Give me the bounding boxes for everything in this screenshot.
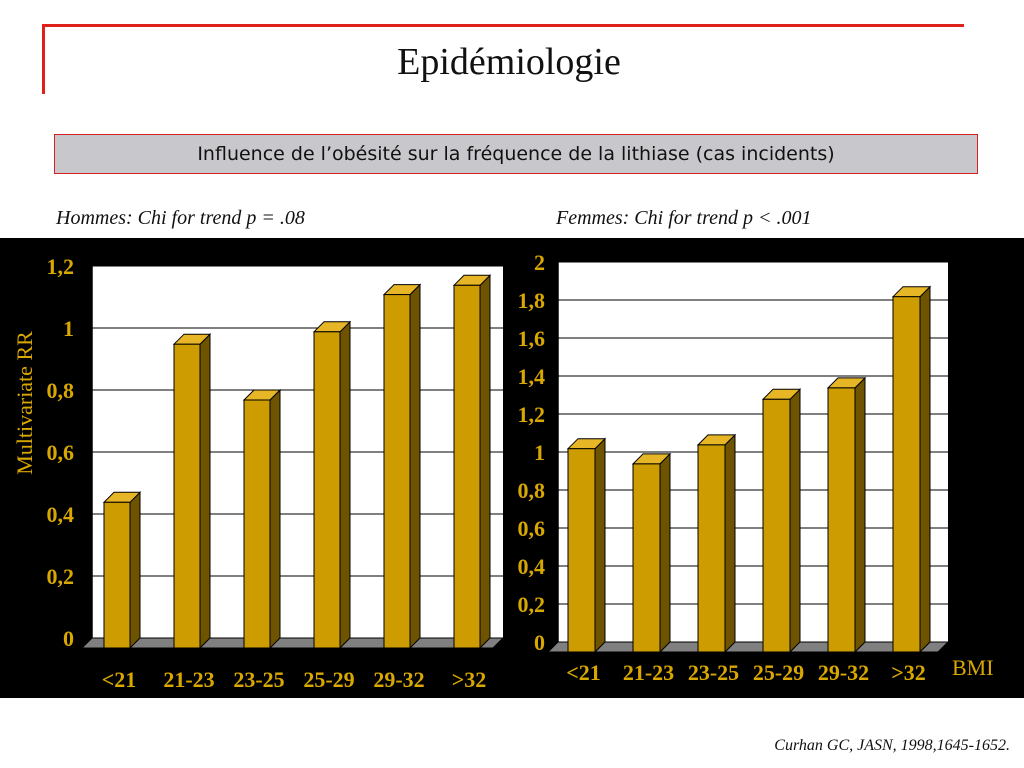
- subtitle-women: Femmes: Chi for trend p < .001: [556, 207, 812, 229]
- men-y-tick-label: 0,6: [47, 440, 75, 465]
- women-y-tick-label: 1: [534, 440, 545, 465]
- women-bar-side: [789, 388, 801, 654]
- men-x-tick-label: 29-32: [373, 667, 424, 692]
- women-x-tick-label: 25-29: [753, 660, 804, 685]
- frame-top-line: [42, 24, 964, 27]
- women-bar-side: [919, 285, 931, 654]
- women-y-tick-label: 0,8: [518, 478, 546, 503]
- women-y-tick-label: 1,8: [518, 288, 546, 313]
- men-y-tick-label: 1: [63, 316, 74, 341]
- men-y-tick-label: 0,2: [47, 564, 75, 589]
- men-bar: [243, 399, 271, 649]
- women-x-tick-label: 23-25: [688, 660, 739, 685]
- women-bar-side: [724, 433, 736, 654]
- chart-men: 0 0,2 0,4 0,6 0,8 1 1,2 <21 21-23 23-25 25-29 29-32…: [47, 254, 505, 692]
- women-y-tick-label: 0,4: [518, 554, 546, 579]
- women-x-tick-label: 29-32: [818, 660, 869, 685]
- men-bar-side: [339, 320, 351, 650]
- banner: Influence de l’obésité sur la fréquence …: [54, 134, 978, 174]
- women-y-tick-label: 1,6: [518, 326, 546, 351]
- women-y-tick-label: 0: [534, 630, 545, 655]
- x-axis-label: BMI: [952, 655, 994, 680]
- women-bar-side: [659, 452, 671, 654]
- men-bar: [103, 501, 131, 649]
- men-x-tick-label: 25-29: [303, 667, 354, 692]
- men-y-tick-label: 0,8: [47, 378, 75, 403]
- women-x-tick-label: <21: [566, 660, 601, 685]
- men-x-tick-label: >32: [452, 667, 487, 692]
- women-bar: [567, 448, 596, 653]
- men-bar: [313, 331, 341, 649]
- women-x-tick-label: 21-23: [623, 660, 674, 685]
- men-x-tick-label: 21-23: [163, 667, 214, 692]
- women-y-tick-label: 2: [534, 250, 545, 275]
- chart-women: 0 0,2 0,4 0,6 0,8 1 1,2 1,4 1,6 1,8 2 <21 21-23 23-25…: [518, 250, 950, 685]
- women-y-tick-label: 0,6: [518, 516, 546, 541]
- women-bar: [827, 387, 856, 653]
- page-title: Epidémiologie: [397, 41, 621, 83]
- y-axis-label-container: Multivariate RR: [8, 238, 42, 568]
- y-axis-label: Multivariate RR: [12, 331, 37, 475]
- women-y-tick-label: 1,2: [518, 402, 546, 427]
- men-x-tick-label: <21: [102, 667, 137, 692]
- women-bar: [892, 296, 921, 653]
- men-bar-side: [129, 491, 141, 650]
- charts-svg: 0 0,2 0,4 0,6 0,8 1 1,2 <21 21-23 23-25 25-29 29-32…: [47, 250, 950, 692]
- women-bar: [632, 463, 661, 653]
- men-bar: [453, 284, 481, 649]
- women-x-tick-label: >32: [891, 660, 926, 685]
- men-floor: [80, 637, 505, 649]
- women-bar: [697, 444, 726, 653]
- women-bar: [762, 398, 791, 653]
- men-y-tick-label: 0,4: [47, 502, 75, 527]
- women-y-tick-label: 0,2: [518, 592, 546, 617]
- men-bar-side: [479, 274, 491, 650]
- men-bar-side: [409, 283, 421, 650]
- men-bar: [383, 294, 411, 649]
- men-bar-side: [199, 332, 211, 650]
- men-bar-side: [269, 388, 281, 650]
- subtitle-men: Hommes: Chi for trend p = .08: [56, 207, 305, 229]
- citation: Curhan GC, JASN, 1998,1645-1652.: [774, 737, 1010, 754]
- frame-left-line: [42, 24, 45, 94]
- men-bar: [173, 343, 201, 649]
- men-y-tick-label: 0: [63, 626, 74, 651]
- men-x-tick-label: 23-25: [233, 667, 284, 692]
- women-floor: [546, 641, 950, 653]
- women-y-tick-label: 1,4: [518, 364, 546, 389]
- women-bar-side: [854, 376, 866, 654]
- men-y-tick-label: 1,2: [47, 254, 75, 279]
- women-bar-side: [594, 437, 606, 654]
